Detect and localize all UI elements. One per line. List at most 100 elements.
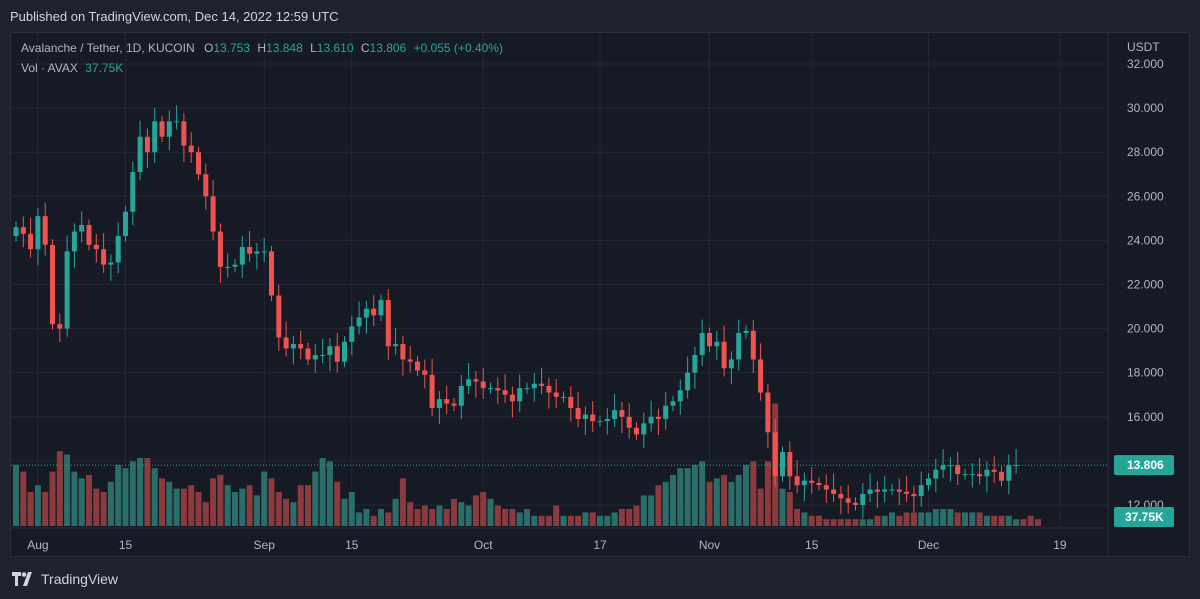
volume-bar [13,464,19,526]
candle-body [108,262,114,265]
candle-body [568,396,574,408]
tradingview-logo[interactable]: TradingView [12,571,118,587]
candle-body [911,493,917,497]
candle-body [480,381,486,389]
candle-body [509,394,515,402]
candle-body [393,344,399,347]
volume-bar [816,515,822,526]
volume-bar [472,495,479,526]
candle-body [71,231,77,252]
candle-body [79,224,85,232]
volume-bar [173,488,180,526]
volume-bar [494,505,501,526]
candle-body [612,410,618,419]
candle-body [582,414,588,419]
volume-bar [49,471,56,526]
candle-body [677,390,683,402]
candle-body [926,478,931,486]
volume-bar [852,519,859,526]
candle-body [298,344,304,349]
candle-body [502,390,508,395]
volume-bar [502,509,509,526]
volume-bar [421,505,428,526]
candle-body [539,383,545,386]
candle-body [809,480,815,483]
volume-bar [699,461,706,526]
volume-bar [1005,515,1012,526]
candle-body [853,502,858,505]
candle-body [327,346,333,356]
candle-body [838,493,844,499]
volume-bar [633,505,640,526]
price-tick-label: 32.000 [1127,57,1164,71]
volume-bar [487,498,494,526]
open-value: 13.753 [213,41,251,55]
volume-bar [224,485,231,526]
volume-bar [107,481,114,526]
volume-bar [180,488,187,526]
candle-body [575,407,581,419]
price-tick-label: 16.000 [1127,410,1164,424]
price-tick-label: 28.000 [1127,145,1164,159]
candle-body [495,388,501,391]
candle-body [955,465,961,475]
candle-body [626,416,632,428]
candle-body [999,471,1004,481]
candle-body [874,489,880,492]
candle-body [378,299,384,316]
volume-bar [34,485,41,526]
volume-bar [166,481,173,526]
volume-bar [969,512,976,526]
candle-body [473,379,479,382]
volume-bar [159,478,165,526]
candle-body [692,355,698,373]
candle-body [750,330,756,360]
candle-body [13,227,19,236]
volume-bar [531,515,538,526]
volume-bar [648,495,655,526]
volume-bar [56,451,63,526]
candle-body [787,452,793,477]
candle-body [794,476,800,486]
candle-body [845,498,851,503]
volume-bar [1013,519,1020,526]
candle-body [166,121,172,137]
time-tick-label: Oct [474,538,493,552]
candle-body [655,416,661,419]
candle-body [305,348,311,360]
volume-bar [115,464,122,526]
candle-body [604,418,610,422]
candle-body [546,385,552,393]
volume-bar [881,515,888,526]
candle-body [553,392,559,397]
candle-body [276,295,282,338]
published-caption: Published on TradingView.com, Dec 14, 20… [10,9,339,24]
volume-bar [210,478,217,526]
candle-body [918,485,924,497]
volume-bar [465,505,472,526]
candle-body [269,251,274,296]
candle-body [590,414,596,422]
volume-bar [954,512,961,526]
candle-body [940,465,946,470]
volume-bar [151,468,158,526]
time-tick-label: Aug [27,538,48,552]
time-tick-label: Dec [918,538,939,552]
volume-bar [385,512,392,526]
candle-body [466,379,472,386]
volume-bar [560,515,567,526]
volume-bar [283,498,290,526]
candle-body [57,324,63,329]
volume-bar [670,475,676,526]
volume-bar [655,485,662,526]
time-tick-label: Nov [699,538,720,552]
candle-body [488,388,493,390]
volume-bar [429,509,436,526]
volume-bar [407,502,414,526]
price-tick-label: 24.000 [1127,233,1164,247]
candle-body [28,233,34,250]
volume-bar [794,509,801,526]
high-label: H [257,41,267,55]
low-label: L [310,41,317,55]
